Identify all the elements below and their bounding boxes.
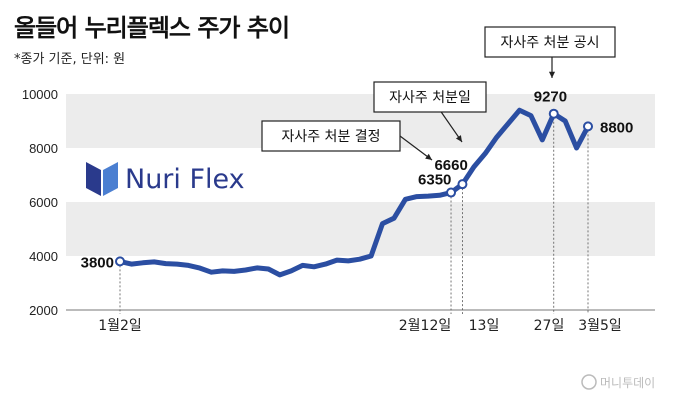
data-point-marker [115, 256, 125, 267]
callout-arrowhead [455, 135, 462, 142]
grid-band [66, 202, 655, 256]
data-point-marker [548, 108, 559, 119]
x-tick-label: 27일 [534, 318, 565, 334]
callout-text: 자사주 처분 공시 [500, 35, 599, 51]
callout-box: 자사주 처분 공시 [484, 26, 616, 78]
callout-text: 자사주 처분 결정 [281, 129, 380, 145]
callout-connector [399, 135, 433, 161]
watermark-text: 머니투데이 [600, 376, 655, 390]
callout-frame [373, 81, 487, 113]
data-point-marker [457, 179, 468, 190]
x-tick-label: 2월12일 [399, 318, 451, 334]
watermark: 머니투데이 [581, 374, 655, 390]
data-label: 6660 [434, 157, 467, 174]
chart-subtitle: *종가 기준, 단위: 원 [14, 52, 126, 67]
x-tick-label: 1월2일 [98, 318, 142, 334]
nuriflex-logo-icon [86, 162, 101, 196]
callout-box: 자사주 처분일 [373, 81, 487, 143]
y-tick-label: 8000 [29, 141, 58, 156]
callout-arrowhead [548, 71, 556, 78]
callout-frame [261, 120, 401, 152]
callout-arrowhead [425, 153, 432, 160]
data-label: 9270 [534, 89, 567, 106]
callout-box: 자사주 처분 결정 [261, 120, 433, 161]
data-label: 8800 [600, 119, 633, 136]
price-line [117, 107, 591, 278]
data-label: 6350 [418, 172, 451, 189]
nuriflex-logo-text: Nuri Flex [125, 164, 245, 195]
y-tick-label: 10000 [22, 87, 58, 102]
data-label: 3800 [81, 254, 114, 271]
nuriflex-logo: Nuri Flex [86, 162, 245, 196]
data-point-marker [583, 121, 593, 132]
watermark-icon [581, 374, 597, 390]
nuriflex-logo-icon-right [103, 162, 118, 196]
y-tick-label: 2000 [29, 303, 58, 318]
callout-text: 자사주 처분일 [389, 90, 471, 106]
y-tick-label: 4000 [29, 249, 58, 264]
chart-title: 올들어 누리플렉스 주가 추이 [14, 14, 290, 42]
x-tick-label: 13일 [469, 318, 500, 334]
data-point-marker [446, 187, 457, 198]
y-tick-label: 6000 [29, 195, 58, 210]
x-tick-label: 3월5일 [578, 318, 622, 334]
callout-frame [484, 26, 616, 58]
